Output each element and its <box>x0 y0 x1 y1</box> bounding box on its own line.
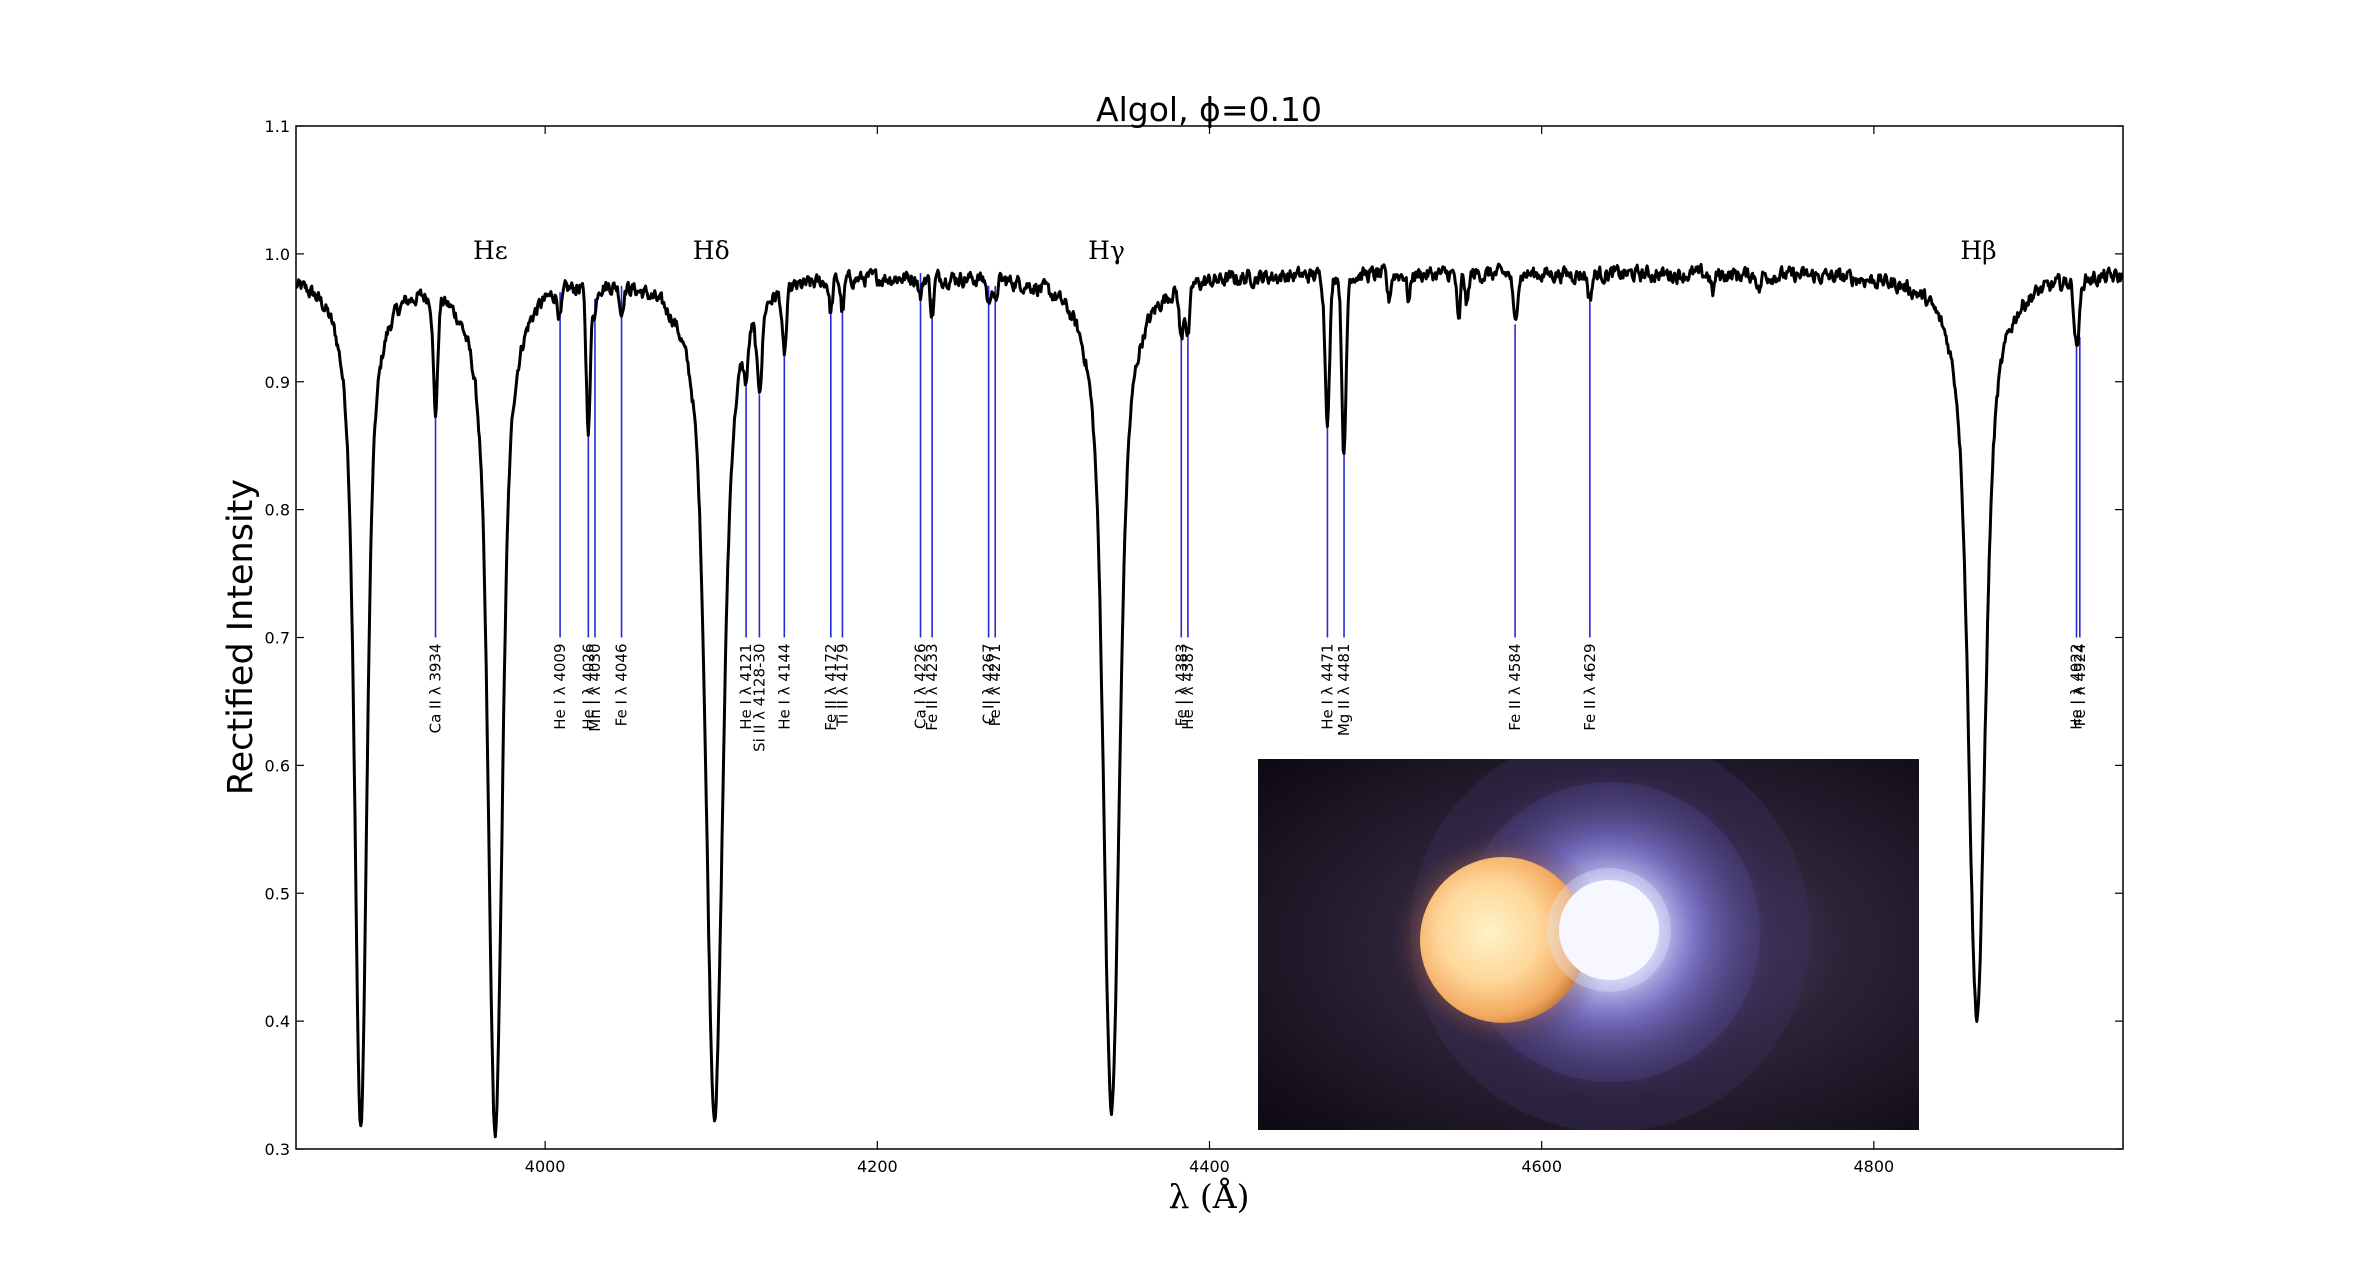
balmer-line-label: Hε <box>473 236 508 265</box>
axes: 4000 4200 4400 4600 4800 0.3 0.4 0.5 0.6 0.7 0.8 0.… <box>265 117 2123 1176</box>
y-tick-label: 0.9 <box>265 373 290 392</box>
line-marker-label: Si II λ 4128-30 <box>750 644 768 752</box>
line-marker-label: He I λ 4471 <box>1318 644 1336 730</box>
y-tick-label: 0.8 <box>265 501 290 520</box>
line-marker-label: Fe I λ 4924 <box>2071 644 2089 727</box>
line-marker-label: Fe II λ 4233 <box>923 644 941 731</box>
balmer-line-label: Hγ <box>1088 236 1125 265</box>
line-marker-label: Fe I λ 4271 <box>986 644 1004 727</box>
spectrum-line <box>296 262 2123 1139</box>
balmer-labels: Hε Hδ Hγ Hβ <box>473 236 1997 265</box>
line-marker-label: He I λ 4387 <box>1179 644 1197 730</box>
x-tick-label: 4800 <box>1854 1157 1895 1176</box>
x-tick-label: 4200 <box>857 1157 898 1176</box>
line-marker-label: He I λ 4144 <box>775 644 793 730</box>
line-marker-label: Fe II λ 4172 <box>822 644 840 731</box>
line-marker-label: Mn I λ 4030 <box>586 644 604 732</box>
y-tick-label: 1.1 <box>265 117 290 136</box>
y-tick-label: 0.6 <box>265 756 290 775</box>
balmer-line-label: Hδ <box>693 236 730 265</box>
y-tick-label: 0.7 <box>265 629 290 648</box>
line-marker-label: He I λ 4121 <box>737 644 755 730</box>
x-tick-label: 4600 <box>1521 1157 1562 1176</box>
x-axis-label: λ (Å) <box>1169 1176 1250 1216</box>
line-marker-label: Ca I λ 4226 <box>912 644 930 729</box>
chart-title: Algol, ϕ=0.10 <box>1096 90 1322 129</box>
y-axis-label: Rectified Intensity <box>221 479 261 795</box>
y-tick-label: 0.3 <box>265 1140 290 1159</box>
x-tick-label: 4000 <box>525 1157 566 1176</box>
line-marker-label: C II λ 4267 <box>980 644 998 725</box>
line-marker-label: Ti II λ 4179 <box>833 644 851 728</box>
line-marker-label: Mg II λ 4481 <box>1335 644 1353 737</box>
line-marker-label: Fe II λ 4584 <box>1506 644 1524 731</box>
balmer-line-label: Hβ <box>1960 236 1996 265</box>
y-tick-label: 1.0 <box>265 245 290 264</box>
line-marker-label: Ca II λ 3934 <box>427 644 445 734</box>
line-marker-label: Fe II λ 4629 <box>1581 644 1599 731</box>
line-marker-label: He I λ 4009 <box>551 644 569 730</box>
x-tick-label: 4400 <box>1189 1157 1230 1176</box>
y-tick-label: 0.4 <box>265 1012 290 1031</box>
line-marker-label: He I λ 4026 <box>579 644 597 730</box>
line-marker-label: He I λ 4922 <box>2068 644 2086 730</box>
binary-star-illustration <box>1258 759 1919 1130</box>
y-tick-label: 0.5 <box>265 884 290 903</box>
line-marker-label: Fe I λ 4046 <box>613 644 631 727</box>
line-marker-label: Fe I λ 4383 <box>1172 644 1190 727</box>
